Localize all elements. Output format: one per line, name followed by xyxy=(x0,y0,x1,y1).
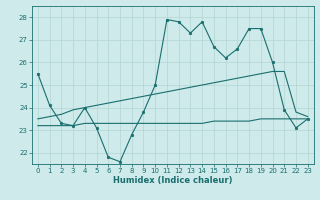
X-axis label: Humidex (Indice chaleur): Humidex (Indice chaleur) xyxy=(113,176,233,185)
